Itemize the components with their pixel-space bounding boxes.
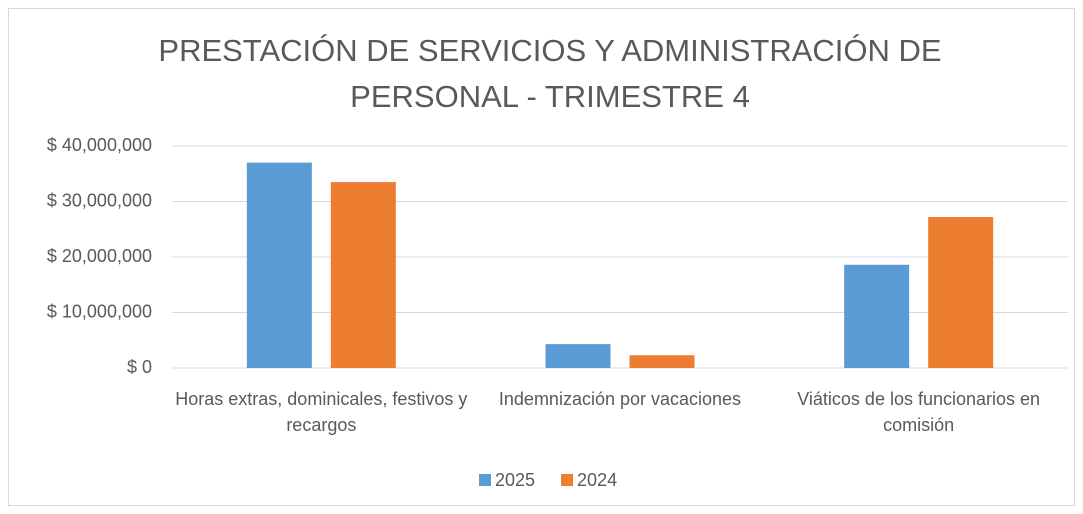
- y-tick-label: $ 30,000,000: [47, 190, 152, 210]
- bar: [928, 217, 994, 368]
- y-tick-label: $ 10,000,000: [47, 301, 152, 321]
- x-tick-label: Indemnización por vacaciones: [498, 389, 742, 409]
- legend-label: 2024: [577, 470, 617, 490]
- y-tick-label: $ 20,000,000: [47, 246, 152, 266]
- bar: [629, 355, 695, 368]
- y-tick-label: $ 0: [127, 357, 152, 377]
- legend-swatch: [479, 474, 491, 486]
- legend-swatch: [561, 474, 574, 486]
- x-tick-label: Viáticos de los funcionarios en comisión: [797, 389, 1041, 435]
- bar: [246, 162, 312, 368]
- x-tick-label: Horas extras, dominicales, festivos y re…: [175, 389, 468, 435]
- bar: [545, 344, 611, 368]
- bar: [844, 264, 910, 368]
- y-tick-label: $ 40,000,000: [47, 135, 152, 155]
- bar: [330, 182, 396, 368]
- chart-title: PRESTACIÓN DE SERVICIOS Y ADMINISTRACIÓN…: [158, 33, 942, 114]
- legend-label: 2025: [495, 470, 535, 490]
